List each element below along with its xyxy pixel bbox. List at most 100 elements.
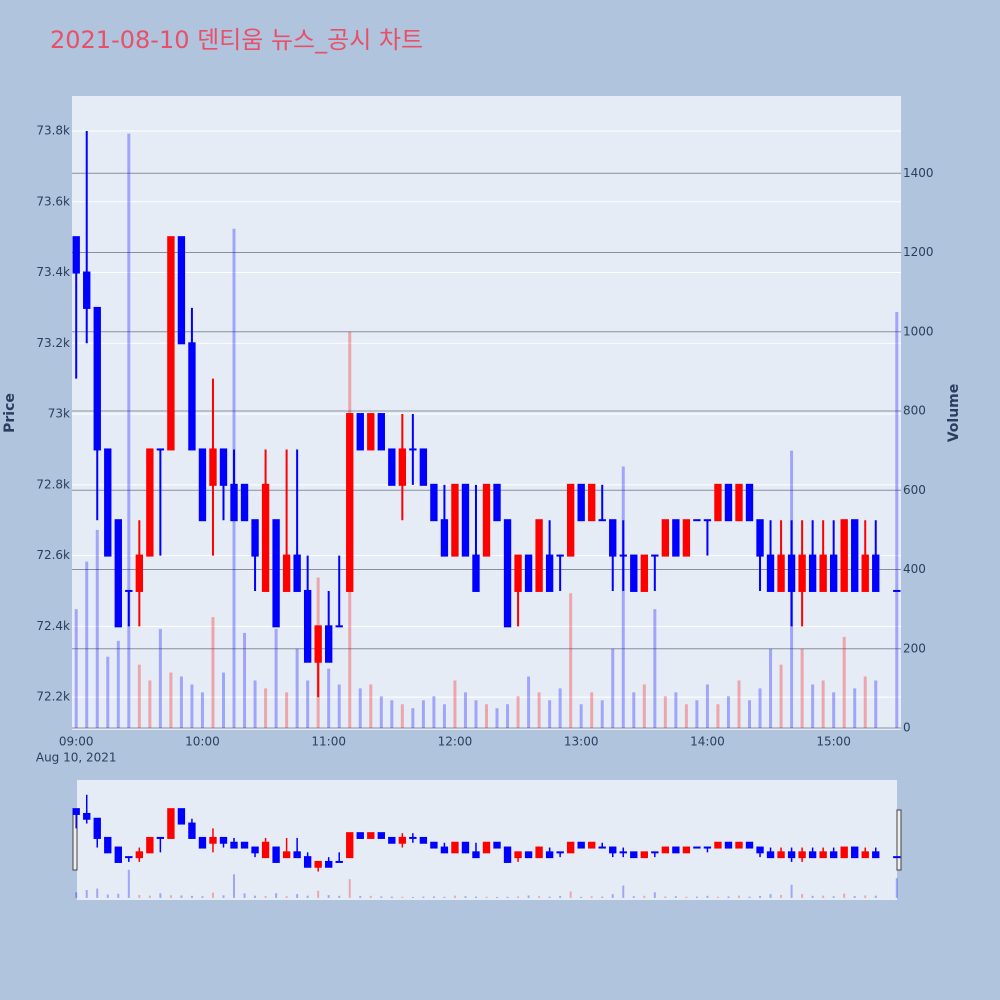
mini-volume-bar bbox=[569, 891, 572, 898]
mini-candle-body bbox=[661, 846, 670, 854]
mini-candle-body bbox=[672, 846, 680, 854]
candle-body bbox=[482, 483, 491, 557]
candle-body bbox=[545, 554, 554, 592]
volume-bar bbox=[779, 664, 783, 729]
mini-volume-bar bbox=[664, 896, 667, 898]
mini-volume-bar bbox=[632, 896, 635, 898]
volume-bar bbox=[516, 696, 520, 729]
volume-bar bbox=[211, 617, 215, 729]
mini-candle-body bbox=[724, 841, 733, 849]
y2-tick-label: 0 bbox=[903, 721, 911, 735]
volume-bar bbox=[190, 684, 194, 729]
candle-body bbox=[198, 448, 207, 522]
mini-candle-body bbox=[524, 851, 533, 859]
mini-volume-bar bbox=[780, 894, 783, 898]
volume-bar bbox=[369, 684, 373, 729]
candle-body bbox=[588, 483, 596, 522]
mini-volume-bar bbox=[411, 896, 414, 898]
candle-body bbox=[135, 554, 144, 592]
y2-tick-label: 200 bbox=[903, 641, 926, 655]
mini-candle-body bbox=[703, 846, 712, 849]
mini-volume-bar bbox=[443, 896, 446, 898]
mini-candle-body bbox=[303, 856, 312, 868]
mini-volume-bar bbox=[327, 895, 330, 898]
volume-bar bbox=[842, 636, 846, 729]
candle-body bbox=[503, 519, 512, 628]
mini-volume-bar bbox=[748, 896, 751, 898]
volume-bar bbox=[590, 692, 594, 729]
y2-tick-label: 1200 bbox=[903, 245, 934, 259]
candle-body bbox=[104, 448, 112, 557]
mini-volume-bar bbox=[506, 896, 509, 898]
y-tick-label: 72.2k bbox=[36, 690, 70, 704]
x-tick-label: 15:00 bbox=[816, 735, 851, 749]
mini-volume-bar bbox=[401, 896, 404, 898]
mini-volume-bar bbox=[895, 878, 898, 898]
mini-volume-bar bbox=[201, 896, 204, 898]
mini-volume-bar bbox=[759, 896, 762, 898]
mini-candle-body bbox=[261, 841, 270, 859]
candle-body bbox=[367, 413, 375, 451]
candle-body bbox=[766, 554, 775, 592]
candle-body bbox=[556, 554, 564, 557]
candle-body bbox=[230, 483, 238, 522]
volume-bar bbox=[663, 696, 667, 729]
mini-candle-body bbox=[104, 836, 112, 854]
mini-candle-body bbox=[819, 851, 827, 859]
mini-volume-bar bbox=[601, 896, 604, 898]
mini-volume-bar bbox=[117, 893, 120, 898]
mini-candle-body bbox=[325, 860, 333, 868]
mini-volume-bar bbox=[306, 895, 309, 898]
candle-body bbox=[514, 554, 522, 592]
mini-candle-body bbox=[609, 846, 617, 854]
candle-body bbox=[356, 413, 364, 451]
slider-handle[interactable] bbox=[896, 809, 902, 871]
volume-bar bbox=[821, 680, 825, 729]
candle-body bbox=[703, 519, 712, 522]
mini-volume-bar bbox=[106, 894, 109, 898]
mini-volume-bar bbox=[695, 896, 698, 898]
mini-volume-bar bbox=[527, 895, 530, 898]
mini-candle-body bbox=[240, 841, 249, 849]
mini-candle-body bbox=[388, 836, 396, 844]
mini-candle-body bbox=[598, 846, 606, 849]
mini-candle-body bbox=[409, 836, 417, 839]
mini-candle-body bbox=[83, 812, 91, 820]
candle-body bbox=[651, 554, 659, 557]
candle-body bbox=[146, 448, 154, 557]
mini-candle-body bbox=[745, 841, 754, 849]
mini-volume-bar bbox=[464, 896, 467, 898]
volume-bar bbox=[432, 696, 436, 729]
volume-bar bbox=[264, 688, 268, 729]
mini-candle-body bbox=[766, 851, 775, 859]
volume-bar bbox=[611, 648, 615, 729]
candle-body bbox=[125, 589, 133, 592]
volume-bar bbox=[358, 688, 362, 729]
candle-body bbox=[819, 554, 827, 592]
mini-candle-body bbox=[430, 841, 438, 849]
candle-body bbox=[167, 236, 175, 451]
volume-bar bbox=[832, 692, 836, 729]
candle-body bbox=[672, 519, 680, 557]
mini-volume-bar bbox=[864, 895, 867, 898]
volume-bar bbox=[106, 656, 110, 729]
mini-volume-bar bbox=[653, 892, 656, 898]
volume-bar bbox=[537, 692, 541, 729]
candle-body bbox=[335, 625, 343, 628]
mini-volume-bar bbox=[243, 893, 246, 898]
volume-bar bbox=[748, 700, 752, 729]
mini-candle-body bbox=[156, 836, 165, 839]
mini-candle-body bbox=[482, 841, 491, 854]
volume-bar bbox=[285, 692, 289, 729]
volume-bar bbox=[74, 609, 78, 729]
volume-bar bbox=[800, 648, 804, 729]
x-tick-label: 11:00 bbox=[311, 735, 346, 749]
mini-volume-bar bbox=[296, 894, 299, 898]
volume-bar bbox=[863, 676, 867, 729]
mini-volume-bar bbox=[317, 890, 320, 898]
volume-bar bbox=[442, 704, 446, 729]
mini-volume-bar bbox=[96, 888, 99, 898]
volume-bar bbox=[411, 708, 415, 729]
x-tick-label: 14:00 bbox=[690, 735, 725, 749]
mini-volume-bar bbox=[622, 885, 625, 898]
